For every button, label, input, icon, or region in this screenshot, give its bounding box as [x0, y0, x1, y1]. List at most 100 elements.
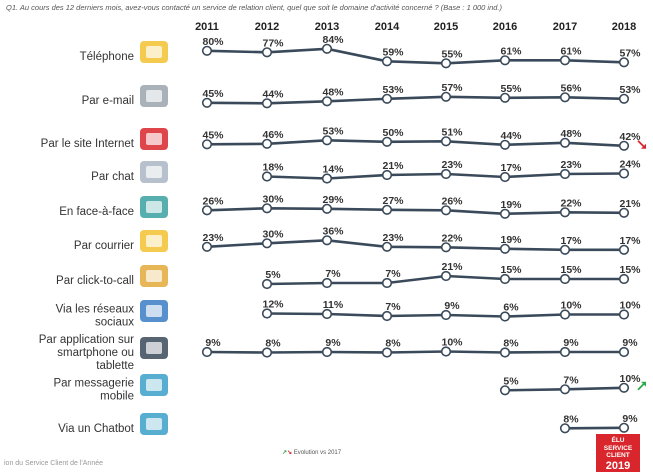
data-point	[381, 93, 393, 104]
category-label: Par application sur smartphone ou tablette	[39, 334, 134, 372]
data-label: 45%	[202, 129, 224, 141]
year-label: 2014	[375, 21, 400, 33]
data-point	[559, 309, 571, 320]
data-point	[499, 347, 511, 358]
chatbot-icon	[140, 413, 168, 435]
data-label: 9%	[563, 337, 579, 349]
data-label: 36%	[322, 225, 344, 237]
data-point	[618, 93, 630, 104]
badge-line3: CLIENT	[606, 452, 630, 459]
data-label: 11%	[323, 299, 344, 311]
data-label: 18%	[262, 162, 284, 174]
data-label: 7%	[385, 268, 401, 280]
series-row: Téléphone 80% 77% 84% 59% 55% 61% 61% 57%	[80, 34, 641, 69]
series-row: Par click-to-call 5% 7% 7% 21% 15% 15% 15%	[56, 261, 641, 290]
data-point	[440, 346, 452, 357]
data-point	[559, 207, 571, 218]
data-point	[618, 168, 630, 179]
data-label: 57%	[441, 82, 463, 94]
data-label: 61%	[500, 45, 522, 57]
category-label: Par e-mail	[82, 95, 134, 107]
data-point	[261, 278, 273, 290]
series-row: Par application sur smartphone ou tablette…	[39, 334, 638, 372]
data-point	[321, 96, 333, 107]
data-label: 8%	[563, 413, 579, 425]
data-label: 24%	[619, 159, 641, 171]
data-point	[618, 273, 630, 285]
data-point	[261, 238, 273, 249]
data-point	[499, 171, 511, 183]
data-label: 48%	[322, 86, 344, 98]
data-point	[559, 384, 571, 395]
data-label: 23%	[382, 232, 404, 244]
elu-service-client-logo: ÉLU SERVICE CLIENT 2019	[596, 434, 640, 472]
data-point	[499, 273, 511, 285]
data-point	[440, 270, 452, 282]
data-label: 8%	[385, 338, 401, 350]
data-point	[499, 92, 511, 103]
data-label: 17%	[500, 162, 522, 174]
data-point	[440, 168, 452, 180]
year-label: 2011	[195, 21, 219, 33]
data-label: 56%	[560, 82, 582, 94]
series-row: En face-à-face 26% 30% 29% 27% 26% 19% 22% 21%	[59, 193, 641, 219]
data-label: 10%	[619, 373, 641, 385]
series-line	[206, 95, 625, 105]
survey-question: Q1. Au cours des 12 derniers mois, avez-…	[6, 3, 503, 12]
data-label: 23%	[202, 232, 224, 244]
data-point	[618, 346, 630, 358]
year-label: 2012	[255, 21, 279, 33]
data-label: 53%	[382, 84, 404, 96]
data-point	[261, 47, 273, 58]
data-point	[499, 55, 511, 66]
data-label: 27%	[382, 195, 404, 207]
data-point	[618, 140, 630, 151]
data-label: 23%	[441, 159, 463, 171]
year-label: 2013	[315, 21, 339, 33]
category-label: En face-à-face	[59, 206, 134, 218]
data-point	[618, 57, 630, 68]
data-point	[381, 241, 393, 252]
data-label: 15%	[500, 264, 522, 276]
data-label: 55%	[500, 83, 522, 95]
series-row: Par e-mail 45% 44% 48% 53% 57% 55% 56% 53%	[82, 82, 641, 109]
category-label: Par click-to-call	[56, 275, 134, 287]
website-icon	[140, 128, 168, 150]
year-label: 2017	[553, 21, 577, 33]
data-label: 26%	[202, 195, 224, 207]
data-label: 23%	[560, 159, 582, 171]
series-row: Par courrier 23% 30% 36% 23% 22% 19% 17% 17%	[74, 225, 641, 255]
data-label: 84%	[322, 34, 344, 46]
data-point	[321, 135, 333, 146]
data-label: 17%	[560, 235, 582, 247]
year-label: 2016	[493, 21, 517, 33]
data-point	[201, 346, 213, 358]
badge-line1: ÉLU	[611, 437, 625, 444]
data-label: 44%	[262, 88, 284, 100]
data-point	[499, 385, 511, 396]
series-line	[206, 138, 625, 148]
data-label: 6%	[503, 302, 519, 314]
category-label: Téléphone	[80, 51, 134, 63]
series-row: Par messagerie mobile 5% 7% 10%	[53, 373, 646, 403]
data-point	[201, 45, 213, 56]
data-label: 61%	[560, 45, 582, 57]
data-label: 9%	[205, 337, 221, 349]
data-point	[618, 422, 630, 433]
data-point	[201, 97, 213, 108]
series-row: Via les réseaux sociaux 12% 11% 7% 9% 6% 10% 10%	[56, 299, 642, 329]
data-point	[321, 308, 333, 320]
face-to-face-icon	[140, 196, 168, 218]
data-label: 21%	[382, 160, 404, 172]
trend-down-arrow-icon	[637, 140, 646, 149]
trend-arrows-icon-down: ↘	[287, 450, 293, 456]
data-label: 30%	[262, 193, 284, 205]
series-line	[206, 47, 625, 65]
category-label: Via un Chatbot	[58, 423, 135, 435]
data-label: 77%	[262, 37, 284, 49]
data-point	[261, 203, 273, 214]
series-line	[564, 426, 625, 430]
data-point	[261, 171, 273, 182]
